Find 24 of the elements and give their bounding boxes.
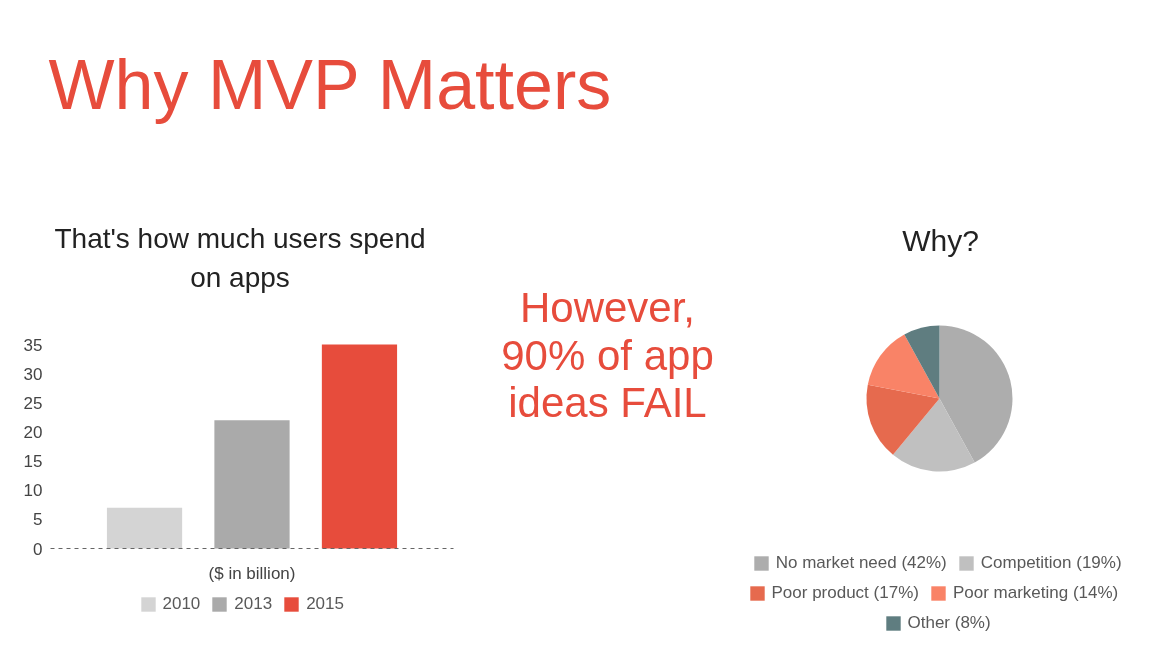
bar — [214, 420, 290, 549]
legend-label: 2015 — [306, 594, 344, 614]
y-tick-label: 15 — [23, 452, 43, 472]
legend-label: 2013 — [234, 594, 273, 614]
y-tick-label: 25 — [23, 393, 43, 413]
legend-label: Poor marketing (14%) — [952, 583, 1119, 603]
y-tick-label: 20 — [23, 422, 43, 442]
chart-title: Why? — [902, 224, 979, 257]
legend-label: No market need (42%) — [775, 553, 947, 573]
legend-label: Poor product (17%) — [771, 583, 919, 603]
text: Why MVP Matters — [48, 45, 612, 124]
chart-title: That's how much users spend on apps — [54, 223, 426, 293]
y-tick-label: 0 — [33, 539, 43, 559]
x-axis-title: ($ in billion) — [208, 564, 296, 583]
y-tick-label: 35 — [23, 335, 43, 355]
text: However, 90% of app ideas FAIL — [501, 284, 714, 426]
legend-label: Other (8%) — [907, 613, 991, 633]
legend-label: 2010 — [162, 594, 201, 614]
legend-label: Competition (19%) — [980, 553, 1122, 573]
y-tick-label: 30 — [23, 364, 43, 384]
bar — [321, 344, 398, 549]
y-tick-label: 5 — [33, 510, 43, 530]
y-tick-label: 10 — [23, 481, 43, 501]
bar — [106, 507, 183, 549]
